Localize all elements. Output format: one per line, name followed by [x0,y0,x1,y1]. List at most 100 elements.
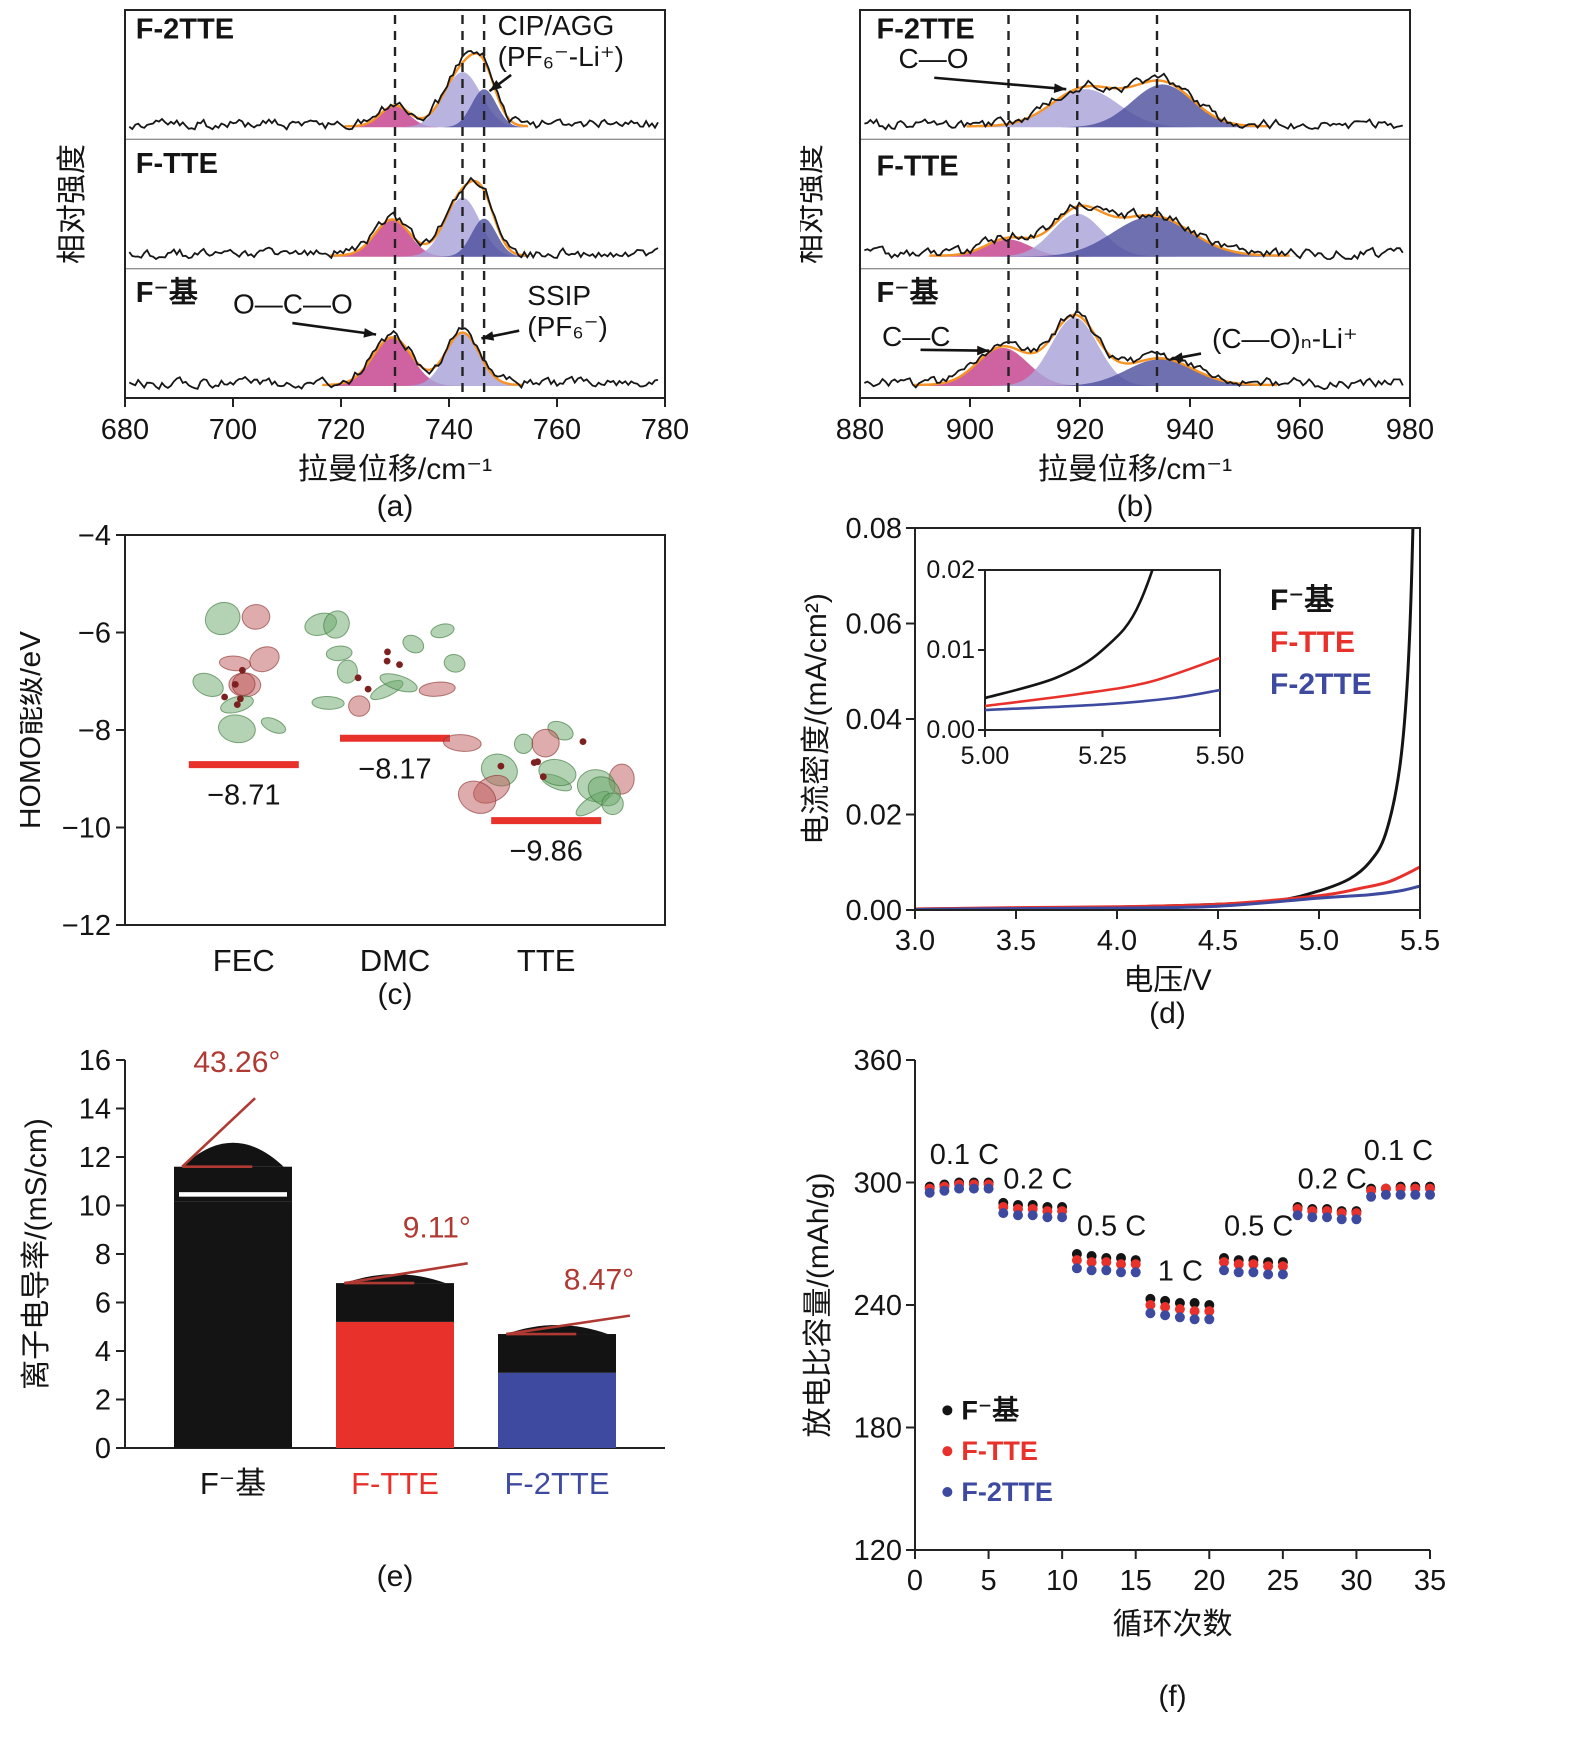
raman-spectrum-line [128,176,659,261]
svg-text:3.5: 3.5 [996,925,1036,957]
svg-text:DMC: DMC [360,943,431,978]
svg-text:F⁻基: F⁻基 [877,276,940,309]
svg-text:F-2TTE: F-2TTE [877,14,975,46]
panel-homo-c: −12 −10 −8 −6 −4 −8.71 FEC −8.17 DMC −9.86 TTE HOMO… [20,520,780,1030]
contact-angle-line [344,1262,468,1285]
svg-text:0.00: 0.00 [926,716,975,744]
svg-text:F-TTE: F-TTE [877,151,959,183]
caption-c: (c) [377,978,413,1011]
raman-fit-line [344,52,529,128]
svg-text:电流密度/(mA/cm²): 电流密度/(mA/cm²) [800,593,833,845]
svg-text:15: 15 [1120,1565,1152,1597]
svg-text:240: 240 [854,1290,902,1322]
raman-peak-fill [434,218,534,257]
svg-text:F-TTE: F-TTE [961,1436,1037,1466]
svg-text:F-TTE: F-TTE [351,1466,439,1501]
svg-text:0.2 C: 0.2 C [1298,1164,1367,1196]
svg-text:35: 35 [1414,1565,1446,1597]
svg-text:740: 740 [425,414,473,446]
raman-peak-fill [904,347,1102,386]
svg-text:F⁻基: F⁻基 [200,1466,266,1501]
svg-text:相对强度: 相对强度 [800,144,827,264]
svg-text:F-2TTE: F-2TTE [961,1477,1053,1507]
svg-text:TTE: TTE [517,943,576,978]
svg-text:4: 4 [95,1336,111,1368]
svg-text:拉曼位移/cm⁻¹: 拉曼位移/cm⁻¹ [1038,453,1232,486]
conductivity-bar-F⁻基 [174,1201,292,1448]
raman-peak-fill [982,317,1167,386]
svg-text:0: 0 [95,1433,111,1465]
svg-text:5: 5 [981,1565,997,1597]
inset-curve-F-TTE [985,656,1220,708]
legend-marker [942,1405,953,1416]
legend-marker [942,1446,953,1457]
svg-text:43.26°: 43.26° [193,1046,280,1079]
svg-text:10: 10 [1046,1565,1078,1597]
svg-text:F-TTE: F-TTE [1270,626,1355,659]
svg-text:F-TTE: F-TTE [136,148,218,180]
conductivity-chart-e: 0 2 4 6 8 10 12 14 16 43.26° F⁻基 9.11° F-TTE 8.47° F-2… [20,1045,665,1501]
contact-angle-photo [336,1283,454,1322]
svg-text:30: 30 [1340,1565,1372,1597]
svg-text:120: 120 [854,1535,902,1567]
homo-chart-c: −12 −10 −8 −6 −4 −8.71 FEC −8.17 DMC −9.86 TTE HOMO… [20,520,666,978]
raman-peak-fill [434,89,534,128]
tte-orbital-image [442,720,635,817]
droplet-silhouette [182,1142,284,1167]
svg-text:−8.71: −8.71 [207,780,280,812]
svg-text:20: 20 [1193,1565,1225,1597]
svg-text:1 C: 1 C [1158,1256,1203,1288]
svg-text:25: 25 [1267,1565,1299,1597]
droplet-silhouette [344,1274,446,1284]
raman-peak-fill [997,216,1306,257]
panel-raman-b: F-2TTE F-TTE F⁻基 880 900 920 940 960 980 拉曼位移/cm⁻… [800,0,1586,525]
svg-text:−8.17: −8.17 [358,753,431,785]
svg-text:F-2TTE: F-2TTE [136,14,234,46]
svg-text:电压/V: 电压/V [1123,964,1211,997]
svg-text:C—C: C—C [882,321,950,352]
svg-text:5.50: 5.50 [1196,742,1245,770]
svg-text:300: 300 [854,1168,902,1200]
svg-text:5.5: 5.5 [1400,925,1440,957]
svg-text:0: 0 [907,1565,923,1597]
svg-text:14: 14 [79,1094,111,1126]
svg-text:F⁻基: F⁻基 [1270,584,1334,617]
svg-text:−12: −12 [62,910,111,942]
raman-spectrum-line [128,50,659,131]
svg-text:900: 900 [946,414,994,446]
svg-text:9.11°: 9.11° [403,1211,471,1244]
svg-text:700: 700 [209,414,257,446]
svg-text:C—O: C—O [899,43,969,74]
lsv-chart-d: 3.0 3.5 4.0 4.5 5.0 5.5 0.00 0.02 0.04 0.06 0.08 电压… [800,515,1440,997]
droplet-silhouette [506,1325,608,1334]
fec-orbital-image [192,601,287,744]
contact-angle-line [181,1097,256,1168]
svg-text:5.0: 5.0 [1299,925,1339,957]
svg-text:−4: −4 [78,520,111,552]
raman-chart-a: F-2TTE F-TTE F⁻基 680 700 720 740 760 780 拉曼位移/cm⁻… [56,9,689,486]
svg-text:−6: −6 [78,618,111,650]
svg-text:0.08: 0.08 [846,515,902,545]
raman-peak-fill [953,89,1218,128]
rate-series-F⁻基 [924,1177,1435,1310]
svg-text:CIP/AGG: CIP/AGG [498,10,615,41]
lsv-curve-F-TTE [915,865,1420,910]
svg-text:5.00: 5.00 [961,742,1010,770]
svg-text:5.25: 5.25 [1078,742,1127,770]
svg-text:940: 940 [1166,414,1214,446]
svg-text:F⁻基: F⁻基 [136,276,199,309]
panel-lsv-d: 3.0 3.5 4.0 4.5 5.0 5.5 0.00 0.02 0.04 0.06 0.08 电压… [800,515,1586,1040]
svg-text:960: 960 [1276,414,1324,446]
raman-peak-fill [323,220,462,257]
caption-b: (b) [1116,490,1154,523]
svg-text:−8: −8 [78,715,111,747]
raman-spectrum-line [864,201,1404,261]
svg-text:−9.86: −9.86 [510,836,583,868]
svg-text:0.1 C: 0.1 C [1364,1135,1433,1167]
contact-angle-photo [498,1334,616,1373]
svg-text:0.1 C: 0.1 C [930,1139,999,1171]
raman-spectrum-line [128,326,659,391]
lsv-curve-F-2TTE [915,884,1420,910]
svg-text:0.06: 0.06 [846,609,902,641]
